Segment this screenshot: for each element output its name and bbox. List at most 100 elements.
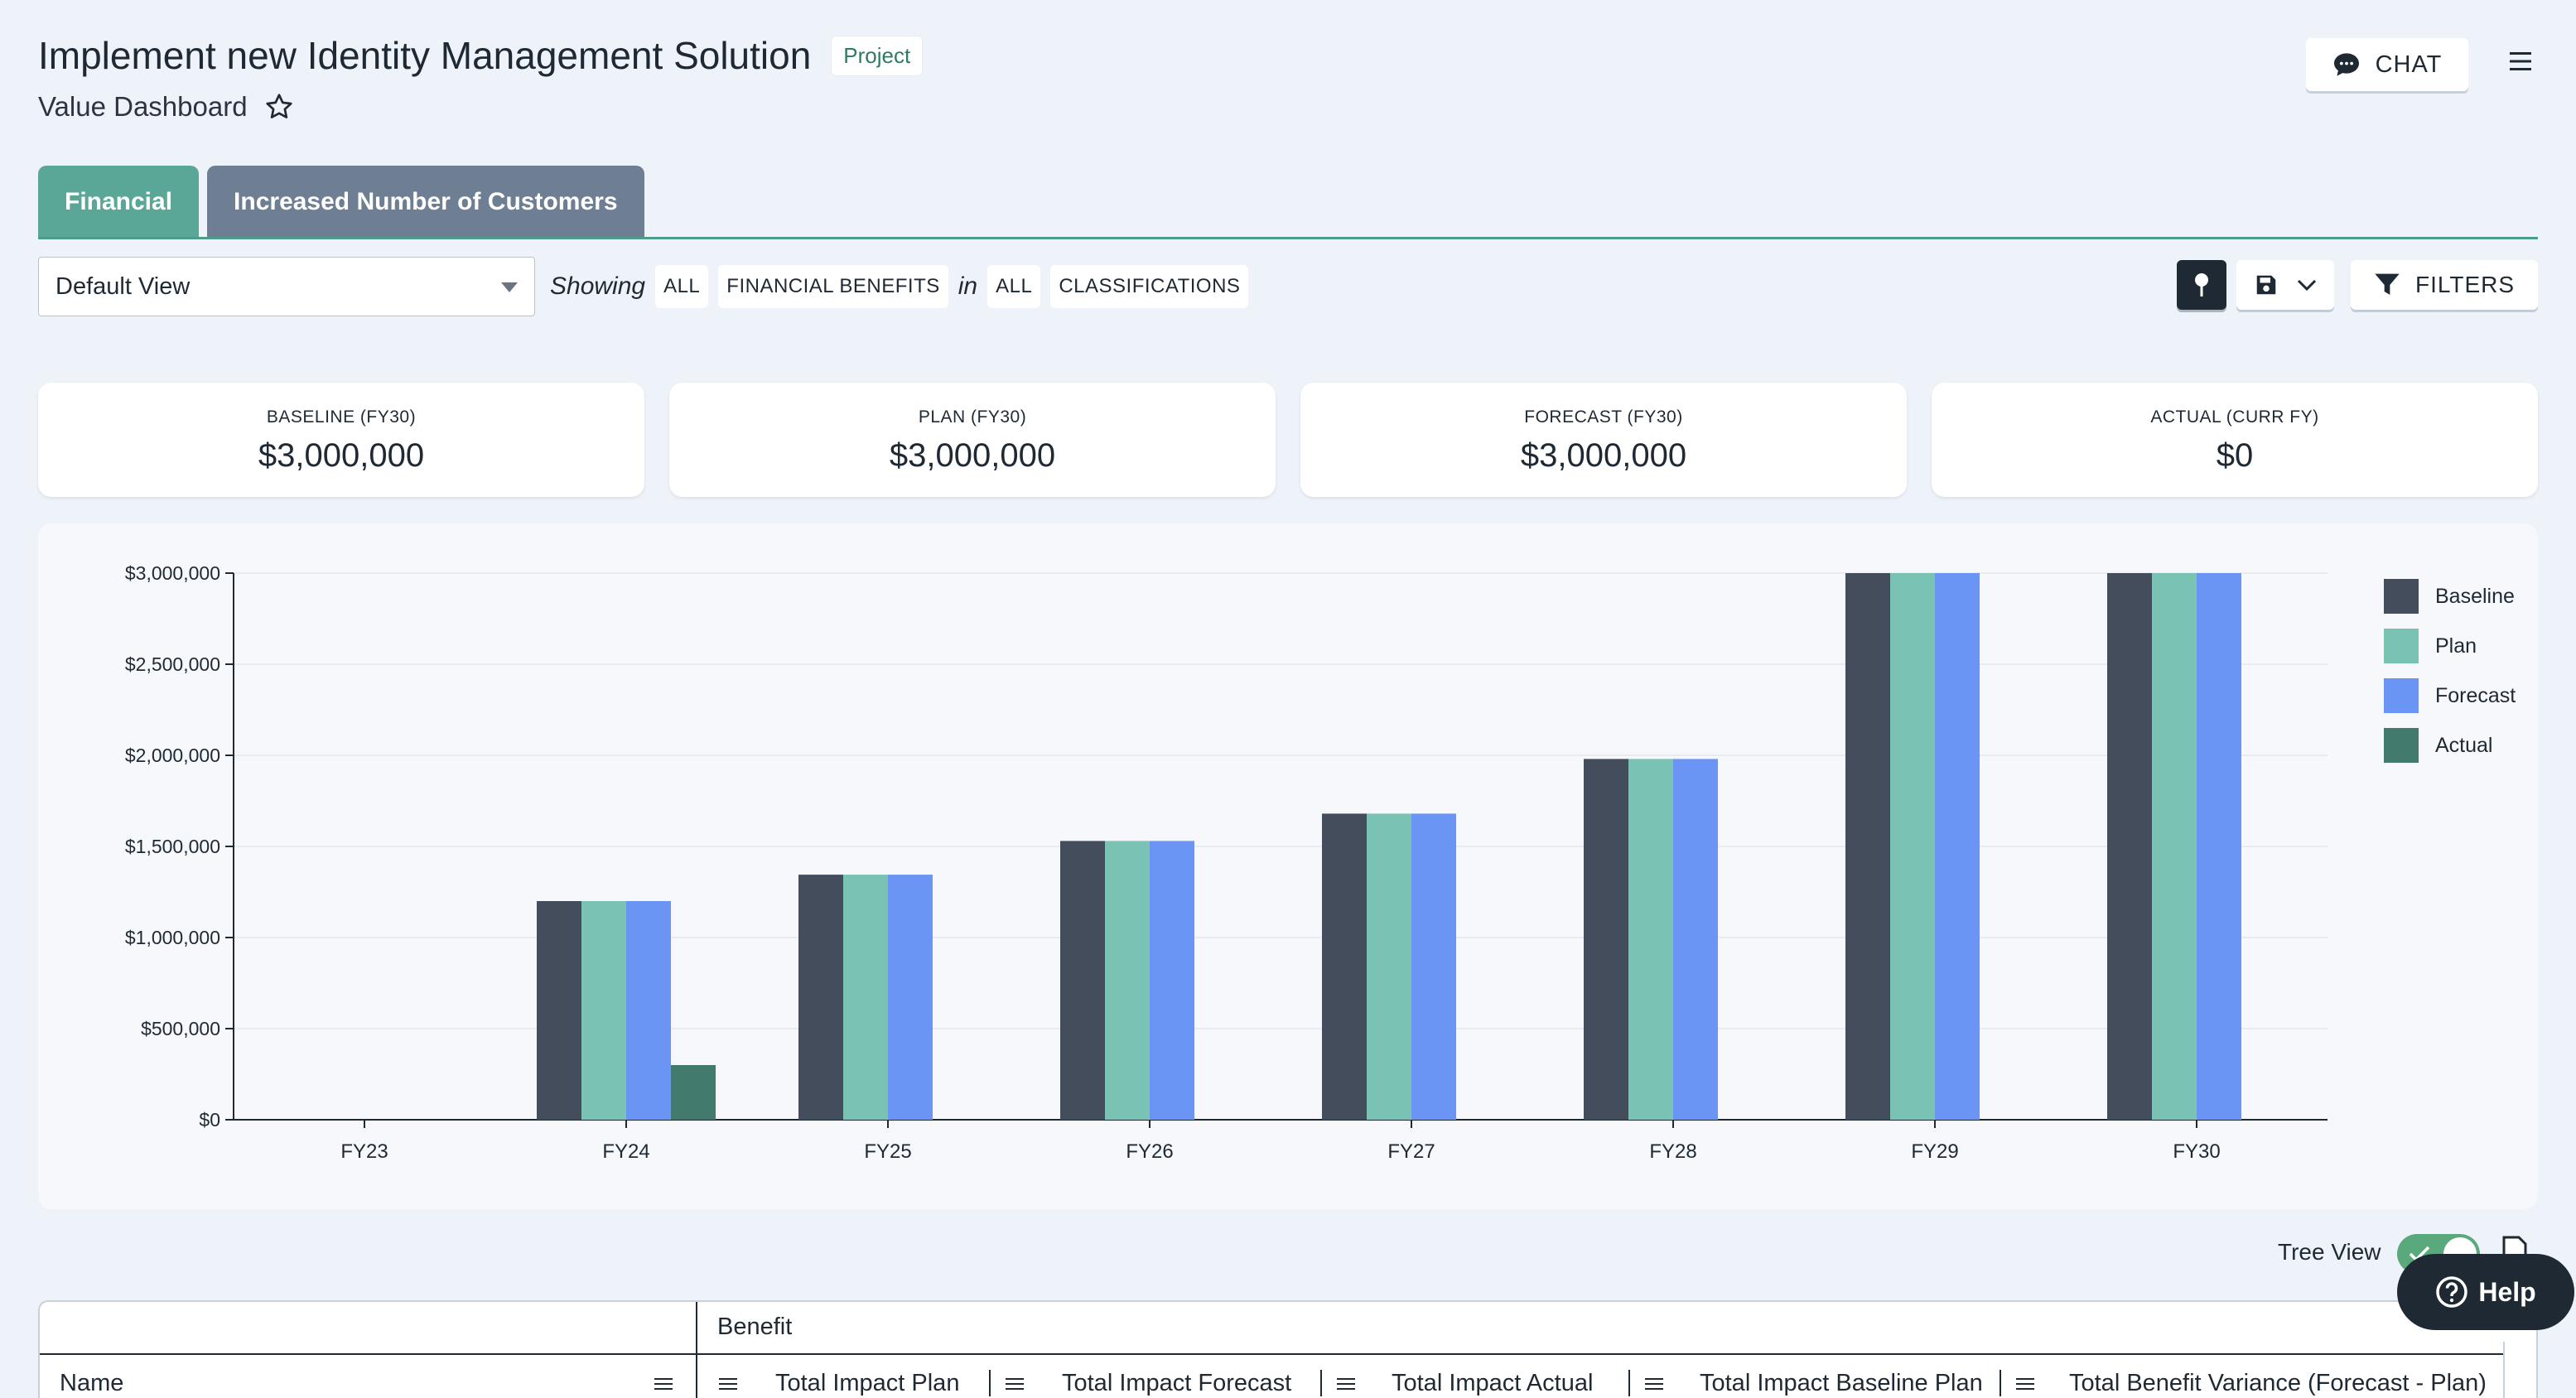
bar-baseline bbox=[1584, 759, 1628, 1120]
legend-label: Plan bbox=[2435, 634, 2477, 658]
save-view-button[interactable] bbox=[2236, 260, 2334, 310]
filter-chip-classifications[interactable]: CLASSIFICATIONS bbox=[1050, 265, 1249, 308]
x-tick-label: FY25 bbox=[864, 1140, 911, 1163]
in-label: in bbox=[958, 272, 978, 300]
bar-plan bbox=[843, 875, 888, 1120]
filter-funnel-icon bbox=[2375, 273, 2400, 295]
dropdown-caret-icon bbox=[501, 282, 518, 292]
legend-item-plan[interactable]: Plan bbox=[2384, 621, 2516, 671]
bar-forecast bbox=[1673, 759, 1718, 1120]
chat-button[interactable]: CHAT bbox=[2306, 38, 2468, 91]
bar-forecast bbox=[2197, 573, 2241, 1120]
grid-col-total-impact-baseline-plan[interactable]: Total Impact Baseline Plan bbox=[1700, 1370, 1983, 1396]
kpi-card-baseline: BASELINE (FY30) $3,000,000 bbox=[38, 383, 644, 497]
kpi-label: ACTUAL (CURR FY) bbox=[2150, 407, 2319, 427]
subtitle-row: Value Dashboard bbox=[38, 91, 294, 123]
x-tick-label: FY27 bbox=[1387, 1140, 1435, 1163]
view-select[interactable]: Default View bbox=[38, 257, 535, 316]
legend-swatch bbox=[2384, 629, 2419, 663]
chevron-down-icon[interactable] bbox=[2296, 277, 2318, 292]
dashboard-tabs: Financial Increased Number of Customers bbox=[38, 166, 653, 239]
filter-chip-financial-benefits[interactable]: FINANCIAL BENEFITS bbox=[718, 265, 948, 308]
grid-group-header-row bbox=[40, 1302, 2536, 1355]
y-tick-label: $0 bbox=[199, 1109, 220, 1130]
column-menu-icon[interactable] bbox=[2016, 1376, 2034, 1391]
column-menu-icon[interactable] bbox=[719, 1376, 737, 1391]
project-badge: Project bbox=[831, 35, 924, 76]
help-button-label: Help bbox=[2478, 1276, 2536, 1307]
bar-baseline bbox=[1060, 841, 1105, 1120]
legend-item-baseline[interactable]: Baseline bbox=[2384, 571, 2516, 621]
y-tick-label: $2,500,000 bbox=[125, 653, 220, 675]
kpi-card-actual: ACTUAL (CURR FY) $0 bbox=[1932, 383, 2538, 497]
pin-view-button[interactable] bbox=[2177, 260, 2226, 310]
tab-underline bbox=[38, 237, 2538, 239]
star-icon[interactable] bbox=[264, 92, 294, 122]
grid-divider bbox=[696, 1302, 697, 1398]
legend-item-actual[interactable]: Actual bbox=[2384, 721, 2516, 770]
kpi-value: $3,000,000 bbox=[258, 437, 425, 474]
kpi-label: FORECAST (FY30) bbox=[1524, 407, 1683, 427]
bar-plan bbox=[1628, 759, 1673, 1120]
x-tick-label: FY30 bbox=[2173, 1140, 2220, 1163]
y-tick-label: $2,000,000 bbox=[125, 745, 220, 766]
pin-icon bbox=[2195, 273, 2208, 296]
legend-label: Actual bbox=[2435, 733, 2493, 757]
grid-col-total-benefit-variance[interactable]: Total Benefit Variance (Forecast - Plan) bbox=[2069, 1370, 2487, 1396]
bar-plan bbox=[1105, 841, 1150, 1120]
tree-view-label: Tree View bbox=[2278, 1239, 2381, 1265]
chart-legend: Baseline Plan Forecast Actual bbox=[2384, 571, 2516, 770]
y-tick-label: $500,000 bbox=[141, 1018, 220, 1039]
legend-swatch bbox=[2384, 579, 2419, 614]
filter-summary: Showing ALL FINANCIAL BENEFITS in ALL CL… bbox=[550, 265, 1258, 308]
legend-label: Baseline bbox=[2435, 584, 2515, 608]
filter-chip-all-classifications[interactable]: ALL bbox=[987, 265, 1041, 308]
columns-side-panel-toggle[interactable] bbox=[2503, 1342, 2536, 1398]
column-menu-icon[interactable] bbox=[1006, 1376, 1024, 1391]
x-tick-label: FY29 bbox=[1911, 1140, 1958, 1163]
page-subtitle: Value Dashboard bbox=[38, 91, 248, 122]
column-menu-icon[interactable] bbox=[1645, 1376, 1663, 1391]
grid-column-header-row: Name Total Impact Plan Total Impact Fore… bbox=[40, 1357, 2536, 1398]
help-button[interactable]: Help bbox=[2397, 1254, 2574, 1330]
column-menu-icon[interactable] bbox=[1337, 1376, 1355, 1391]
benefits-grid: Benefit Name Total Impact Plan Total Imp… bbox=[38, 1300, 2538, 1398]
column-menu-icon[interactable] bbox=[654, 1376, 673, 1391]
grid-col-total-impact-plan[interactable]: Total Impact Plan bbox=[775, 1370, 960, 1396]
view-select-value: Default View bbox=[55, 272, 191, 300]
showing-label: Showing bbox=[550, 272, 646, 300]
legend-item-forecast[interactable]: Forecast bbox=[2384, 671, 2516, 721]
filter-chip-all-benefits[interactable]: ALL bbox=[655, 265, 709, 308]
bar-forecast bbox=[1150, 841, 1194, 1120]
benefits-chart-card: $0 $500,000 $1,000,000 $1,500,000 $2,000,000… bbox=[38, 523, 2538, 1209]
grid-col-total-impact-forecast[interactable]: Total Impact Forecast bbox=[1062, 1370, 1292, 1396]
bar-plan bbox=[2152, 573, 2197, 1120]
page-title-row: Implement new Identity Management Soluti… bbox=[38, 33, 924, 78]
grid-col-total-impact-actual[interactable]: Total Impact Actual bbox=[1392, 1370, 1594, 1396]
bar-forecast bbox=[888, 875, 933, 1120]
bar-baseline bbox=[798, 875, 843, 1120]
tab-increased-number-of-customers[interactable]: Increased Number of Customers bbox=[207, 166, 644, 239]
legend-label: Forecast bbox=[2435, 683, 2516, 707]
filters-button[interactable]: FILTERS bbox=[2351, 260, 2538, 310]
bar-actual bbox=[671, 1065, 716, 1120]
hamburger-menu-icon[interactable] bbox=[2508, 50, 2533, 73]
bar-forecast bbox=[1411, 813, 1456, 1120]
bar-baseline bbox=[1845, 573, 1890, 1120]
column-separator bbox=[989, 1370, 991, 1396]
kpi-card-forecast: FORECAST (FY30) $3,000,000 bbox=[1300, 383, 1907, 497]
column-separator bbox=[1628, 1370, 1630, 1396]
bar-forecast bbox=[626, 901, 671, 1120]
y-tick-label: $1,000,000 bbox=[125, 927, 220, 948]
filters-button-label: FILTERS bbox=[2414, 272, 2516, 297]
tab-financial[interactable]: Financial bbox=[38, 166, 200, 239]
kpi-label: BASELINE (FY30) bbox=[266, 407, 417, 427]
legend-swatch bbox=[2384, 678, 2419, 713]
column-separator bbox=[2000, 1370, 2001, 1396]
bar-baseline bbox=[1322, 813, 1367, 1120]
grid-col-name[interactable]: Name bbox=[60, 1370, 124, 1396]
column-separator bbox=[1320, 1370, 1322, 1396]
benefits-bar-chart: $0 $500,000 $1,000,000 $1,500,000 $2,000,000… bbox=[125, 562, 2328, 1163]
save-icon bbox=[2256, 275, 2275, 295]
